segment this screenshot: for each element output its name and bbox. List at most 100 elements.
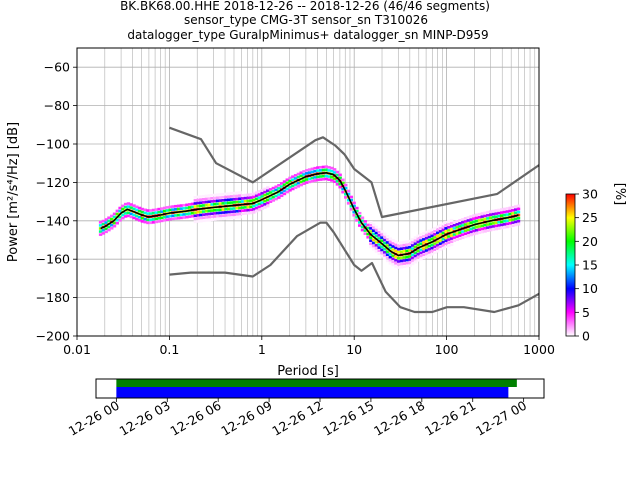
psd-cell (511, 224, 515, 228)
psd-cell (288, 185, 292, 189)
psd-cell (458, 218, 462, 222)
psd-cell (374, 244, 379, 247)
psd-cell (444, 242, 448, 246)
psd-cell (355, 209, 359, 213)
psd-cell (107, 228, 111, 232)
psd-cell (466, 219, 471, 222)
psd-cell (232, 201, 237, 204)
psd-cell (299, 183, 303, 187)
psd-cell (511, 205, 515, 209)
y-tick-label: −100 (36, 137, 70, 152)
psd-cell (132, 216, 136, 220)
psd-cell (107, 216, 111, 220)
psd-cell (199, 198, 203, 201)
psd-cell (449, 225, 454, 228)
title-line-2: sensor_type CMG-3T sensor_sn T310026 (184, 13, 428, 27)
psd-cell (271, 189, 276, 193)
psd-cell (204, 197, 209, 201)
psd-cell (430, 231, 434, 235)
psd-cell (371, 244, 376, 248)
psd-cell (160, 207, 164, 210)
psd-cell (466, 216, 471, 219)
psd-cell (199, 201, 203, 205)
psd-cell (207, 194, 211, 197)
psd-cell (218, 211, 223, 215)
psd-cell (444, 220, 448, 224)
psd-cell (385, 238, 390, 241)
psd-cell (316, 166, 320, 169)
psd-cell (123, 215, 128, 218)
psd-cell (427, 238, 432, 242)
psd-cell (132, 204, 136, 207)
psd-cell (502, 207, 507, 211)
psd-cell (182, 203, 186, 207)
psd-cell (129, 212, 133, 216)
title-line-1: BK.BK68.00.HHE 2018-12-26 -- 2018-12-26 … (120, 0, 490, 13)
psd-cell (123, 212, 128, 215)
psd-cell (260, 188, 264, 192)
psd-cell (179, 213, 184, 217)
psd-cell (146, 209, 150, 212)
psd-cell (388, 237, 393, 240)
psd-cell (346, 202, 351, 205)
psd-cell (516, 207, 521, 211)
psd-cell (488, 222, 493, 226)
psd-cell (104, 230, 108, 234)
psd-cell (419, 251, 423, 255)
psd-cell (486, 217, 490, 220)
psd-cell (246, 193, 250, 197)
psd-cell (268, 191, 273, 194)
psd-cell (160, 210, 164, 213)
psd-cell (179, 216, 184, 220)
psd-cell (385, 256, 390, 260)
y-tick-label: −80 (44, 98, 70, 113)
psd-cell (310, 176, 315, 180)
psd-cell (243, 212, 248, 215)
psd-cell (227, 198, 231, 202)
psd-cell (360, 216, 365, 220)
psd-cell (185, 215, 189, 219)
psd-cell (463, 223, 468, 226)
psd-cell (313, 179, 317, 182)
psd-cell (263, 190, 267, 194)
psd-cell (307, 168, 312, 171)
psd-cell (458, 231, 462, 234)
psd-cell (430, 249, 434, 253)
psd-cell (257, 205, 262, 209)
psd-cell (98, 224, 103, 227)
psd-cell (408, 261, 412, 264)
psd-cell (229, 210, 234, 214)
psd-cell (126, 211, 131, 215)
psd-cell (391, 254, 395, 258)
psd-cell (422, 247, 426, 250)
psd-cell (472, 232, 476, 236)
psd-cell (491, 215, 496, 219)
psd-cell (405, 240, 409, 243)
psd-cell (324, 174, 328, 178)
psd-cell (436, 228, 440, 232)
colorbar-tick-label: 0 (582, 329, 590, 344)
psd-cell (143, 208, 147, 212)
psd-cell (118, 209, 122, 213)
psd-cell (363, 232, 367, 235)
psd-cell (416, 237, 420, 241)
psd-cell (168, 214, 172, 218)
psd-cell (391, 257, 395, 261)
psd-cell (469, 215, 473, 218)
psd-cell (430, 246, 434, 250)
psd-cell (104, 227, 108, 231)
colorbar-tick-label: 15 (582, 258, 598, 273)
psd-cell (447, 225, 451, 229)
psd-cell (424, 239, 429, 243)
psd-cell (215, 208, 220, 212)
psd-cell (307, 180, 312, 184)
psd-cell (302, 173, 306, 176)
psd-cell (221, 202, 225, 205)
psd-cell (190, 214, 195, 218)
psd-cell (358, 211, 362, 215)
psd-cell (449, 243, 454, 247)
psd-cell (260, 192, 264, 195)
psd-cell (427, 232, 432, 236)
psd-cell (324, 177, 328, 181)
colorbar-tick-label: 10 (582, 281, 598, 296)
